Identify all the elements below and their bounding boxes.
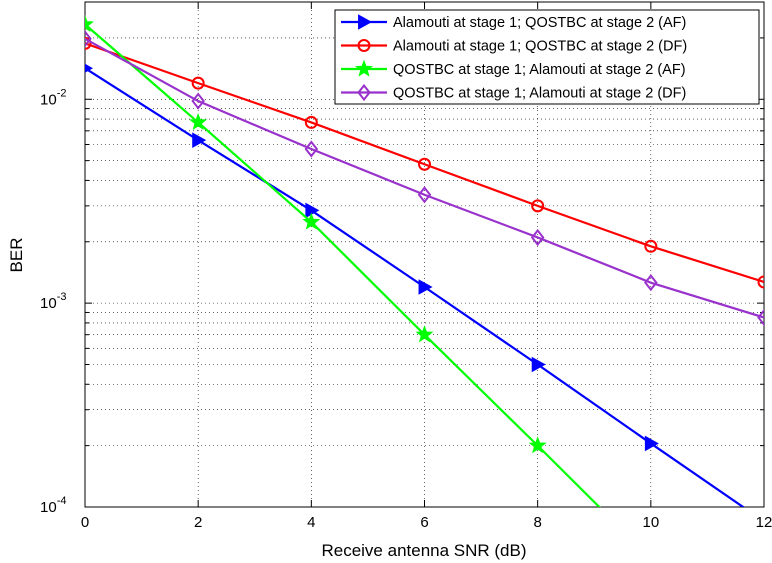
- y-tick-label: 10-4: [40, 495, 66, 516]
- data-point: [189, 113, 208, 131]
- y-tick-label: 10-2: [40, 87, 66, 108]
- y-tick-exponent: -3: [57, 291, 67, 303]
- x-axis-label: Receive antenna SNR (dB): [321, 541, 526, 560]
- data-point: [644, 435, 659, 452]
- data-point: [418, 157, 431, 171]
- legend-marker: [357, 83, 371, 102]
- legend-marker: [355, 59, 373, 77]
- x-tick-label: 2: [194, 514, 202, 531]
- data-point: [530, 228, 545, 247]
- x-tick-label: 8: [533, 514, 541, 531]
- legend-label: Alamouti at stage 1; QOSTBC at stage 2 (…: [393, 39, 687, 55]
- x-tick-label: 4: [307, 514, 315, 531]
- data-point: [192, 132, 207, 148]
- legend-item: Alamouti at stage 1; QOSTBC at stage 2 (…: [341, 39, 687, 55]
- legend: Alamouti at stage 1; QOSTBC at stage 2 (…: [334, 9, 760, 105]
- y-tick-exponent: -4: [57, 495, 67, 507]
- y-tick-base: 10: [40, 91, 57, 108]
- series-4: [85, 30, 764, 327]
- x-tick-label: 10: [642, 514, 659, 531]
- legend-item: QOSTBC at stage 1; Alamouti at stage 2 (…: [341, 83, 686, 102]
- legend-label: QOSTBC at stage 1; Alamouti at stage 2 (…: [393, 62, 686, 78]
- data-point: [644, 239, 658, 253]
- data-point: [85, 63, 94, 73]
- data-point: [644, 274, 658, 292]
- x-tick-label: 6: [420, 514, 428, 531]
- data-point: [85, 30, 92, 48]
- data-point: [191, 92, 205, 110]
- legend-label: QOSTBC at stage 1; Alamouti at stage 2 (…: [393, 86, 686, 102]
- x-tick-label: 0: [81, 514, 89, 531]
- series-line: [85, 23, 601, 507]
- data-point: [85, 14, 94, 32]
- series-layer: [85, 14, 764, 507]
- data-point: [191, 76, 205, 90]
- legend-marker: [358, 14, 373, 30]
- series-2: [85, 36, 764, 289]
- legend-box: [334, 9, 760, 105]
- data-point: [304, 140, 319, 158]
- data-point: [757, 275, 764, 289]
- y-tick-base: 10: [40, 499, 57, 516]
- data-point: [305, 202, 320, 219]
- data-point: [302, 212, 321, 230]
- data-point: [417, 186, 432, 204]
- y-tick-base: 10: [40, 295, 57, 312]
- legend-item: QOSTBC at stage 1; Alamouti at stage 2 (…: [341, 59, 686, 78]
- data-point: [304, 115, 318, 129]
- y-axis-label: BER: [7, 238, 26, 273]
- data-point: [531, 199, 545, 213]
- series-line: [85, 37, 764, 319]
- legend-item: Alamouti at stage 1; QOSTBC at stage 2 (…: [341, 14, 686, 31]
- data-point: [528, 436, 547, 454]
- x-tick-label: 12: [756, 514, 772, 531]
- series-1: [85, 63, 746, 507]
- y-tick-label: 10-3: [40, 291, 66, 312]
- data-point: [757, 308, 764, 327]
- y-tick-exponent: -2: [57, 87, 67, 99]
- legend-label: Alamouti at stage 1; QOSTBC at stage 2 (…: [393, 15, 686, 31]
- data-point: [531, 356, 546, 373]
- legend-marker: [357, 39, 371, 52]
- data-point: [418, 279, 433, 295]
- data-point: [415, 325, 434, 343]
- series-line: [85, 42, 764, 284]
- data-point: [85, 36, 92, 50]
- series-3: [85, 14, 601, 507]
